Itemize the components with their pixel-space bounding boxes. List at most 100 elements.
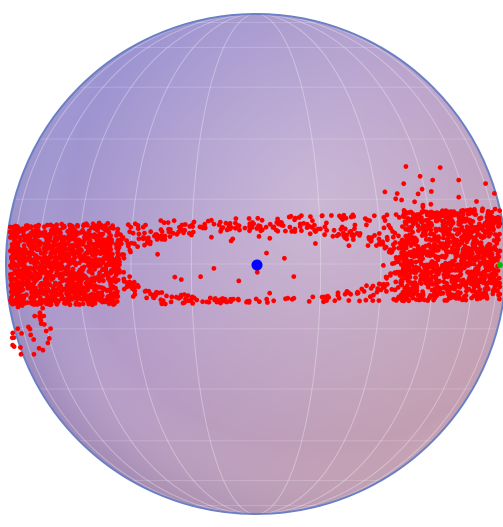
point: [429, 270, 434, 275]
point: [40, 306, 45, 311]
point: [247, 300, 252, 305]
point: [83, 237, 88, 242]
point: [255, 216, 260, 221]
point: [54, 248, 59, 253]
point: [35, 300, 40, 305]
point: [10, 331, 15, 336]
point: [483, 289, 488, 294]
point: [54, 292, 59, 297]
point: [400, 252, 405, 257]
point: [299, 228, 304, 233]
point: [476, 292, 481, 297]
point: [449, 278, 454, 283]
point: [56, 286, 61, 291]
point: [16, 230, 21, 235]
point: [418, 174, 423, 179]
point: [391, 235, 396, 240]
point: [236, 279, 241, 284]
point: [469, 296, 474, 301]
point: [231, 297, 236, 302]
point: [113, 260, 118, 265]
point: [456, 284, 461, 289]
point: [285, 296, 290, 301]
point: [22, 243, 27, 248]
point: [410, 235, 415, 240]
point: [141, 236, 146, 241]
point: [218, 229, 223, 234]
point: [420, 187, 425, 192]
point: [12, 262, 17, 267]
point: [178, 295, 183, 300]
point: [485, 296, 490, 301]
point: [62, 241, 67, 246]
point: [401, 270, 406, 275]
point: [206, 219, 211, 224]
point: [31, 281, 36, 286]
point: [264, 297, 269, 302]
point: [404, 164, 409, 169]
point: [467, 262, 472, 267]
point: [181, 301, 186, 306]
point: [111, 302, 116, 307]
point: [46, 232, 51, 237]
point: [388, 226, 393, 231]
point: [329, 213, 334, 218]
point: [49, 251, 54, 256]
point: [90, 303, 95, 308]
point: [212, 222, 217, 227]
point: [247, 224, 252, 229]
point: [434, 210, 439, 215]
point: [144, 296, 149, 301]
point: [297, 215, 302, 220]
point: [348, 292, 353, 297]
point: [429, 202, 434, 207]
point: [408, 275, 413, 280]
point: [406, 266, 411, 271]
point: [111, 226, 116, 231]
point: [313, 241, 318, 246]
point: [324, 298, 329, 303]
point: [101, 238, 106, 243]
point: [54, 222, 59, 227]
point: [142, 243, 147, 248]
point: [465, 224, 470, 229]
point: [497, 297, 502, 302]
point: [464, 234, 469, 239]
point: [70, 243, 75, 248]
point: [441, 229, 446, 234]
point: [209, 235, 214, 240]
point: [243, 226, 248, 231]
point: [357, 233, 362, 238]
point: [425, 222, 430, 227]
point: [38, 270, 43, 275]
point: [101, 278, 106, 283]
point: [288, 225, 293, 230]
point: [398, 281, 403, 286]
point: [463, 280, 468, 285]
point: [459, 225, 464, 230]
point: [50, 260, 55, 265]
point: [32, 314, 37, 319]
point: [318, 227, 323, 232]
point: [468, 218, 473, 223]
point: [58, 276, 63, 281]
point: [65, 277, 70, 282]
point: [251, 221, 256, 226]
point: [254, 226, 259, 231]
point: [434, 219, 439, 224]
point: [36, 242, 41, 247]
point: [226, 227, 231, 232]
point: [461, 249, 466, 254]
point: [377, 298, 382, 303]
point: [230, 237, 235, 242]
point: [364, 283, 369, 288]
point: [35, 260, 40, 265]
point: [66, 264, 71, 269]
point: [169, 300, 174, 305]
point: [97, 293, 102, 298]
point: [454, 247, 459, 252]
point: [267, 236, 272, 241]
point: [54, 243, 59, 248]
point: [429, 279, 434, 284]
point: [492, 282, 497, 287]
